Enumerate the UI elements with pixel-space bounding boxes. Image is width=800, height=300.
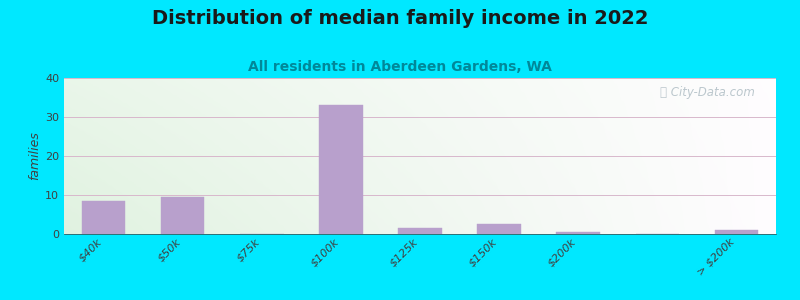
Bar: [714, 230, 758, 234]
Bar: [319, 105, 362, 234]
Text: All residents in Aberdeen Gardens, WA: All residents in Aberdeen Gardens, WA: [248, 60, 552, 74]
Bar: [398, 228, 442, 234]
Text: Distribution of median family income in 2022: Distribution of median family income in …: [152, 9, 648, 28]
Bar: [478, 224, 521, 234]
Y-axis label: families: families: [28, 132, 41, 180]
Bar: [82, 201, 126, 234]
Text: ⓘ City-Data.com: ⓘ City-Data.com: [660, 86, 754, 99]
Bar: [557, 232, 600, 234]
Bar: [161, 197, 205, 234]
